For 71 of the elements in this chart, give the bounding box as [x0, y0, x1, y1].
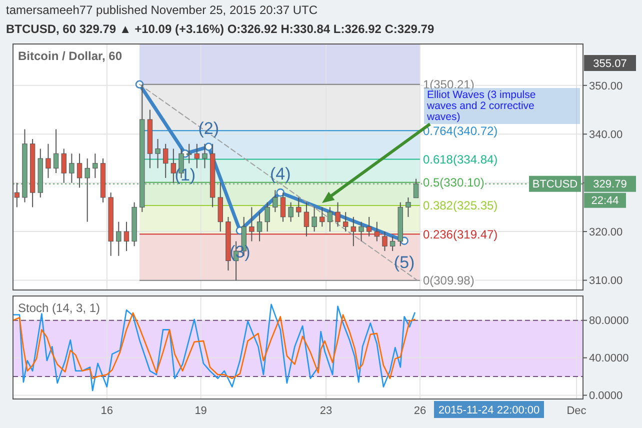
candlestick — [155, 138, 160, 169]
ref-line-label: 0.618(334.84) — [422, 152, 498, 166]
text: 355.07 — [593, 58, 627, 70]
candlestick — [288, 202, 294, 222]
point — [204, 142, 213, 151]
ref-line-label: 0.5(330.10) — [422, 176, 484, 190]
ref-line-label: 0.236(319.47) — [422, 227, 498, 242]
candlestick — [382, 231, 388, 252]
candlestick — [296, 196, 302, 218]
point — [276, 188, 285, 197]
candlestick — [69, 153, 74, 184]
candlestick — [335, 202, 340, 228]
x-tick-label: 16 — [100, 405, 114, 417]
candlestick — [304, 202, 310, 237]
y-tick-label: 0.0000 — [589, 390, 623, 402]
candlestick — [390, 236, 396, 252]
candlestick — [202, 143, 208, 169]
ref-line-label: 0.382(325.35) — [422, 198, 498, 213]
candlestick — [194, 143, 200, 169]
ref-line-label: 0.764(340.72) — [422, 124, 498, 138]
annotation: (5) — [394, 252, 415, 272]
candlestick — [374, 221, 380, 242]
candlestick — [61, 148, 66, 184]
candlestick — [264, 202, 270, 232]
y-tick-label: 80.0000 — [589, 315, 629, 328]
text: 22:44 — [591, 195, 619, 208]
y-tick-label: 340.00 — [589, 128, 623, 141]
text: 329.79 — [593, 178, 627, 191]
x-tick-label: 23 — [320, 405, 332, 417]
candlestick — [406, 196, 411, 218]
line-series — [12, 304, 416, 392]
candlestick — [413, 178, 419, 198]
candlestick — [76, 153, 82, 188]
ref-line-label: BTCUSD — [532, 178, 578, 191]
candlestick — [249, 206, 254, 242]
candlestick — [186, 143, 192, 164]
candlestick — [366, 216, 372, 237]
chart-title: Bitcoin / Dollar, 60 — [18, 49, 122, 63]
candlestick — [350, 216, 356, 247]
text: tamersameeh77 published November 25, 2015 20:37 UTC — [6, 3, 318, 17]
text: 2015-11-24 22:00:00 — [438, 404, 540, 416]
y-tick-label: 40.0000 — [589, 352, 629, 365]
candlestick — [163, 143, 168, 178]
candlestick — [343, 212, 348, 232]
candlestick — [170, 148, 176, 184]
x-tick-label: 19 — [194, 405, 207, 417]
candlestick — [46, 143, 51, 178]
x-tick-label: 26 — [414, 405, 426, 417]
text: BTCUSD, 60 329.79 ▲ +10.09 (+3.16%) O:326.92 H:330.84 L:326.92 C:329.79 — [6, 22, 434, 36]
ref-line-label: 0(309.98) — [422, 274, 474, 288]
y-tick-label: 350.00 — [589, 80, 623, 92]
annotation: (4) — [270, 164, 291, 184]
candlestick — [92, 153, 98, 178]
candlestick — [272, 190, 278, 213]
ref-line-label: 1(350.21) — [422, 78, 474, 92]
candlestick — [280, 192, 286, 222]
candlestick — [124, 221, 130, 252]
candlestick — [358, 221, 364, 242]
annotation: (1) — [174, 166, 196, 185]
candlestick — [312, 206, 317, 232]
y-tick-label: 320.00 — [589, 226, 623, 238]
candlestick — [53, 128, 59, 174]
text: Stoch (14, 3, 1) — [18, 301, 100, 315]
annotation: Elliot Waves (3 impulse waves and 2 corrective waves) — [426, 89, 536, 123]
candlestick — [256, 212, 262, 242]
y-tick-label: 310.00 — [589, 275, 623, 288]
candlestick — [84, 158, 90, 222]
candlestick — [320, 206, 325, 228]
candlestick — [116, 221, 122, 256]
candlestick — [327, 206, 333, 232]
x-tick-label: Dec — [566, 405, 587, 417]
